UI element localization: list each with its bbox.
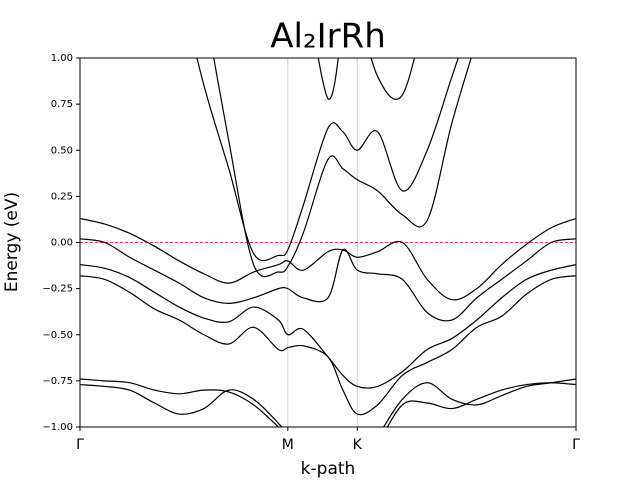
ticks: −1.00 −0.75 −0.50 −0.25 0.00 0.25 0.50 0.75 1.00… xyxy=(42,53,580,453)
x-tick-label: K xyxy=(353,437,363,453)
band-line xyxy=(196,58,459,262)
x-tick-label: M xyxy=(282,437,294,453)
band-line xyxy=(213,58,472,278)
y-tick-label: 0.50 xyxy=(51,145,73,156)
y-axis-label: Energy (eV) xyxy=(2,192,22,292)
band-line xyxy=(80,382,576,427)
x-axis-label: k-path xyxy=(301,459,356,479)
y-tick-label: 0.75 xyxy=(51,99,73,110)
band-line xyxy=(80,217,576,301)
y-tick-label: −1.00 xyxy=(42,422,73,433)
y-tick-label: −0.25 xyxy=(42,284,73,295)
y-tick-label: 1.00 xyxy=(51,53,73,64)
band-line xyxy=(370,58,415,100)
band-line xyxy=(80,378,576,427)
y-tick-label: 0.25 xyxy=(51,191,73,202)
x-tick-label: Γ xyxy=(572,437,580,453)
y-tick-label: −0.75 xyxy=(42,376,73,387)
plot-lines xyxy=(80,58,576,427)
x-tick-label: Γ xyxy=(76,437,84,453)
y-tick-label: 0.00 xyxy=(51,238,73,249)
band-line xyxy=(80,238,576,322)
y-tick-label: −0.50 xyxy=(42,330,73,341)
band-line xyxy=(80,275,576,416)
chart-title: Al₂IrRh xyxy=(270,17,386,57)
band-line xyxy=(317,58,339,100)
